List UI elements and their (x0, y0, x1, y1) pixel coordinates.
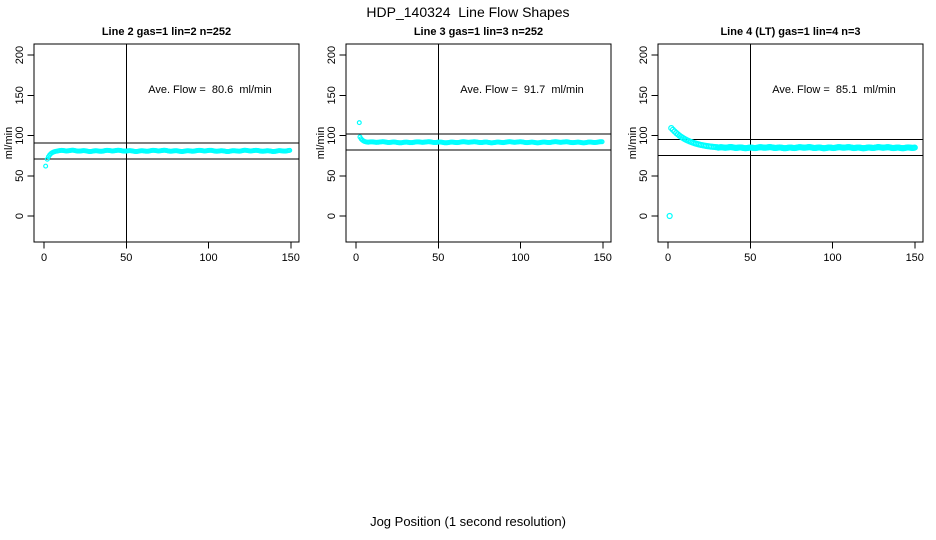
y-tick-label: 100 (326, 126, 338, 144)
x-tick-label: 0 (41, 252, 47, 264)
x-tick-label: 100 (199, 252, 217, 264)
x-tick-label: 150 (282, 252, 300, 264)
y-axis-unit-label: ml/min (3, 127, 15, 159)
x-tick-label: 0 (665, 252, 671, 264)
y-tick-label: 100 (638, 126, 650, 144)
panel-line-4: 0 50 100 150 0 50 100 150 200 ml/min Line 4 (LT) … (624, 0, 936, 270)
y-tick-label: 0 (326, 213, 338, 219)
data-point (911, 144, 918, 151)
y-tick-label: 200 (14, 46, 26, 64)
plot-svg-line-2: 0 50 100 150 0 50 100 150 200 ml/min (3, 43, 300, 264)
y-tick-label: 50 (326, 170, 338, 182)
x-tick-label: 50 (120, 252, 132, 264)
data-point (44, 156, 50, 162)
data-point (669, 126, 677, 133)
panel-title: Line 2 gas=1 lin=2 n=252 (101, 26, 232, 38)
y-tick-label: 50 (14, 170, 26, 182)
panel-title: Line 4 (LT) gas=1 lin=4 n=3 (720, 26, 861, 38)
x-tick-label: 100 (511, 252, 529, 264)
outlier-point (356, 120, 362, 126)
panel-title: Line 3 gas=1 lin=3 n=252 (413, 26, 544, 38)
plot-svg-line-4: 0 50 100 150 0 50 100 150 200 ml/min (627, 43, 924, 264)
y-tick-label: 200 (326, 46, 338, 64)
plot-svg-line-3: 0 50 100 150 0 50 100 150 200 ml/min (315, 43, 612, 264)
y-tick-label: 150 (326, 86, 338, 104)
y-tick-label: 0 (638, 213, 650, 219)
x-tick-label: 0 (353, 252, 359, 264)
plot-box (345, 43, 612, 243)
ave-flow-annotation: Ave. Flow = 80.6 ml/min (148, 84, 272, 96)
x-tick-label: 50 (432, 252, 444, 264)
plot-box (33, 43, 300, 243)
ave-flow-annotation: Ave. Flow = 85.1 ml/min (772, 84, 896, 96)
outlier-point (666, 212, 673, 220)
y-tick-label: 0 (14, 213, 26, 219)
y-axis-unit-label: ml/min (315, 127, 327, 159)
figure-title: HDP_140324 Line Flow Shapes (366, 4, 570, 20)
x-tick-label: 150 (594, 252, 612, 264)
ave-flow-annotation: Ave. Flow = 91.7 ml/min (460, 84, 584, 96)
y-tick-label: 150 (638, 86, 650, 104)
x-tick-label: 50 (744, 252, 756, 264)
y-tick-label: 200 (638, 46, 650, 64)
plot-box (657, 43, 924, 243)
x-axis-label: Jog Position (1 second resolution) (370, 514, 566, 529)
y-tick-label: 100 (14, 126, 26, 144)
panel-line-2: 0 50 100 150 0 50 100 150 200 ml/min Line 2 gas=1… (0, 0, 312, 270)
data-point (43, 163, 49, 169)
panel-line-3: 0 50 100 150 0 50 100 150 200 ml/min Line 3 gas=1… (312, 0, 624, 270)
x-tick-label: 100 (823, 252, 841, 264)
y-tick-label: 50 (638, 170, 650, 182)
y-tick-label: 150 (14, 86, 26, 104)
y-axis-unit-label: ml/min (627, 127, 639, 159)
x-tick-label: 150 (906, 252, 924, 264)
data-point (287, 147, 293, 153)
data-point (599, 139, 605, 145)
